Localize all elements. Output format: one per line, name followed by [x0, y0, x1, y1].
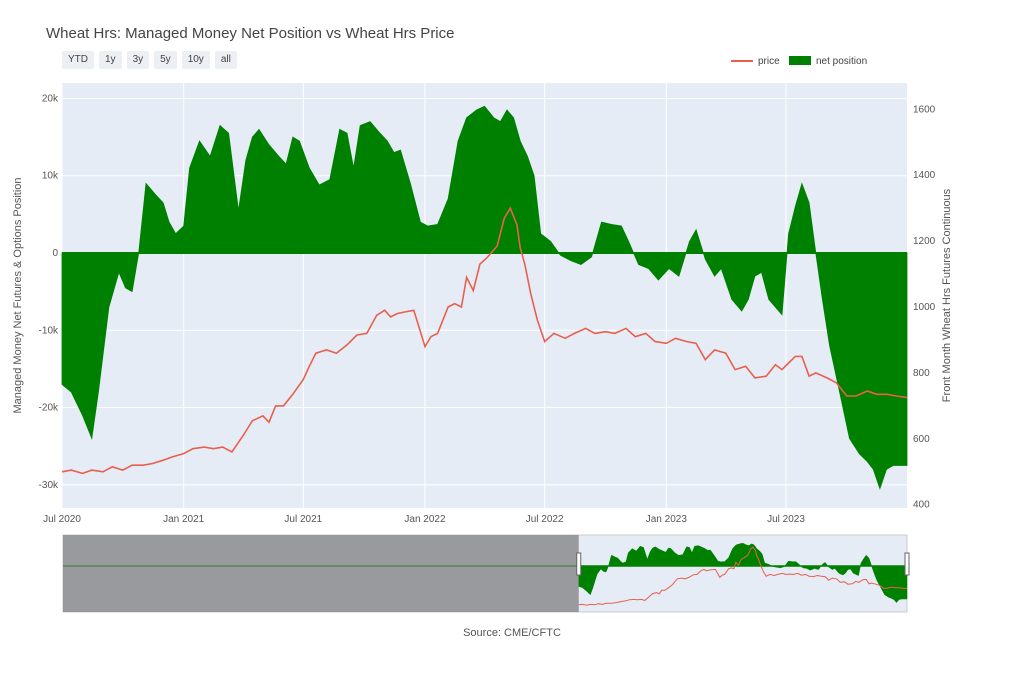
y-right-tick-label: 400	[913, 500, 930, 511]
source-note: Source: CME/CFTC	[463, 627, 561, 639]
range-button-all[interactable]: all	[214, 51, 237, 69]
range-button-1y[interactable]: 1y	[99, 51, 122, 69]
x-tick-label: Jul 2022	[526, 514, 564, 525]
axes: Jul 2020 Jan 2021 Jul 2021 Jan 2022 Jul 2022…	[39, 93, 936, 525]
legend-net-position-label: net position	[816, 56, 867, 67]
y-left-tick-label: -10k	[39, 325, 59, 336]
legend[interactable]: price net position	[731, 56, 867, 67]
y-left-tick-label: -30k	[39, 480, 59, 491]
range-selector: YTD 1y 3y 5y 10y all	[62, 51, 237, 69]
y-left-tick-label: 20k	[42, 93, 59, 104]
range-slider-price-line	[578, 546, 908, 606]
range-slider-left-handle[interactable]	[576, 552, 582, 576]
range-slider-right-handle[interactable]	[904, 552, 910, 576]
y-right-axis-title: Front Month Wheat Hrs Futures Continuous	[941, 188, 953, 402]
range-slider-mask	[63, 535, 579, 612]
price-line	[61, 206, 908, 475]
y-left-axis-title: Managed Money Net Futures & Options Posi…	[12, 177, 24, 413]
y-right-tick-label: 1000	[913, 302, 936, 313]
range-button-3y[interactable]: 3y	[126, 51, 150, 69]
range-slider[interactable]	[62, 534, 910, 613]
x-tick-label: Jul 2023	[767, 514, 805, 525]
y-left-tick-label: 10k	[42, 171, 59, 182]
x-tick-label: Jul 2021	[284, 514, 322, 525]
x-tick-label: Jul 2020	[43, 514, 81, 525]
y-right-tick-label: 1600	[913, 104, 936, 115]
chart-title: Wheat Hrs: Managed Money Net Position vs…	[46, 25, 455, 42]
y-right-tick-label: 800	[913, 368, 930, 379]
legend-net-position-swatch	[789, 56, 811, 65]
range-slider-net-area	[578, 542, 908, 603]
range-button-ytd[interactable]: YTD	[62, 51, 94, 69]
range-button-5y[interactable]: 5y	[154, 51, 177, 69]
x-tick-label: Jan 2023	[646, 514, 688, 525]
range-button-10y[interactable]: 10y	[181, 51, 210, 69]
x-tick-label: Jan 2021	[163, 514, 205, 525]
y-right-tick-label: 600	[913, 434, 930, 445]
net-position-area	[61, 105, 908, 490]
main-plot	[61, 105, 908, 490]
y-right-tick-label: 1200	[913, 236, 936, 247]
y-right-tick-label: 1400	[913, 170, 936, 181]
y-left-tick-label: 0	[52, 248, 58, 259]
x-tick-label: Jan 2022	[404, 514, 446, 525]
legend-price-label: price	[758, 56, 780, 67]
y-left-tick-label: -20k	[39, 403, 59, 414]
